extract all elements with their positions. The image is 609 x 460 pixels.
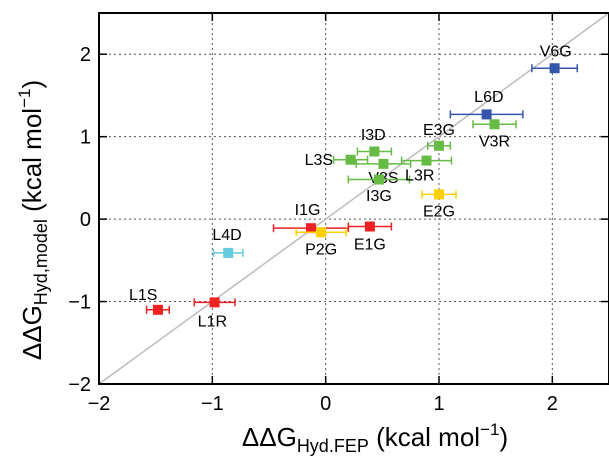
data-point-p2g: P2G bbox=[295, 227, 347, 259]
point-label: I3G bbox=[366, 188, 392, 205]
data-point-i3d: I3D bbox=[356, 127, 393, 157]
data-point-l4d: L4D bbox=[212, 227, 244, 258]
data-point-v6g: V6G bbox=[531, 44, 579, 74]
point-marker bbox=[489, 119, 500, 130]
point-marker bbox=[305, 223, 316, 234]
point-label: I1G bbox=[295, 202, 321, 219]
axis-ticks: −2 −1 0 1 2 −2 −1 0 1 2 bbox=[68, 13, 609, 415]
data-point-i3g: I3G bbox=[347, 174, 411, 205]
y-axis-title: ΔΔGHyd,model (kcal mol−1) bbox=[15, 80, 51, 360]
y-tick-label: 0 bbox=[80, 209, 91, 231]
data-point-l6d: L6D bbox=[449, 89, 524, 120]
point-label: V3R bbox=[479, 134, 510, 151]
point-marker bbox=[549, 63, 560, 74]
point-marker bbox=[152, 304, 163, 315]
data-point-i1g: I1G bbox=[272, 202, 350, 234]
point-label: V6G bbox=[540, 44, 572, 61]
x-axis-title: ΔΔGHyd.FEP (kcal mol−1) bbox=[242, 420, 508, 456]
x-tick-label: 0 bbox=[320, 393, 331, 415]
point-marker bbox=[369, 146, 380, 157]
x-tick-label: −2 bbox=[88, 393, 111, 415]
point-marker bbox=[421, 155, 432, 166]
data-point-l3s: L3S bbox=[305, 152, 369, 169]
point-label: E1G bbox=[354, 237, 386, 254]
data-point-v3r: V3R bbox=[472, 119, 517, 151]
point-marker bbox=[316, 227, 327, 238]
y-tick-label: 1 bbox=[80, 127, 91, 149]
point-label: L1S bbox=[129, 287, 157, 304]
point-label: P2G bbox=[305, 242, 337, 259]
point-label: L3R bbox=[405, 167, 434, 184]
point-marker bbox=[223, 247, 234, 258]
identity-diagonal-line bbox=[98, 12, 609, 385]
data-point-e2g: E2G bbox=[421, 189, 457, 221]
point-marker bbox=[481, 109, 492, 120]
point-marker bbox=[434, 189, 444, 200]
grid bbox=[99, 13, 609, 384]
plot-frame bbox=[98, 12, 609, 385]
y-tick-label: −2 bbox=[68, 374, 91, 396]
point-label: I3D bbox=[361, 127, 386, 144]
x-tick-label: 1 bbox=[433, 393, 444, 415]
point-marker bbox=[378, 158, 389, 169]
data-point-l1s: L1S bbox=[129, 287, 171, 315]
point-label: E3G bbox=[423, 122, 455, 139]
point-label: L4D bbox=[212, 227, 241, 244]
data-point-e1g: E1G bbox=[347, 221, 393, 254]
point-marker bbox=[434, 140, 444, 151]
x-tick-label: −1 bbox=[201, 393, 224, 415]
point-marker bbox=[209, 297, 220, 308]
point-marker bbox=[364, 221, 375, 232]
data-point-l3r: L3R bbox=[400, 155, 453, 184]
data-point-e3g: E3G bbox=[423, 122, 455, 151]
y-tick-label: −1 bbox=[68, 292, 91, 314]
point-label: L1R bbox=[198, 313, 227, 330]
point-label: L6D bbox=[474, 89, 503, 106]
y-tick-label: 2 bbox=[80, 44, 91, 66]
data-point-l1r: L1R bbox=[193, 297, 236, 330]
point-marker bbox=[345, 154, 356, 165]
data-points: L1SL1RL4DI1GP2GE1GI3DL3SV3SI3GL3RE3GE2GV… bbox=[129, 44, 579, 330]
x-tick-label: 2 bbox=[547, 393, 558, 415]
point-label: E2G bbox=[423, 204, 455, 221]
point-label: L3S bbox=[305, 152, 333, 169]
point-marker bbox=[373, 174, 384, 185]
